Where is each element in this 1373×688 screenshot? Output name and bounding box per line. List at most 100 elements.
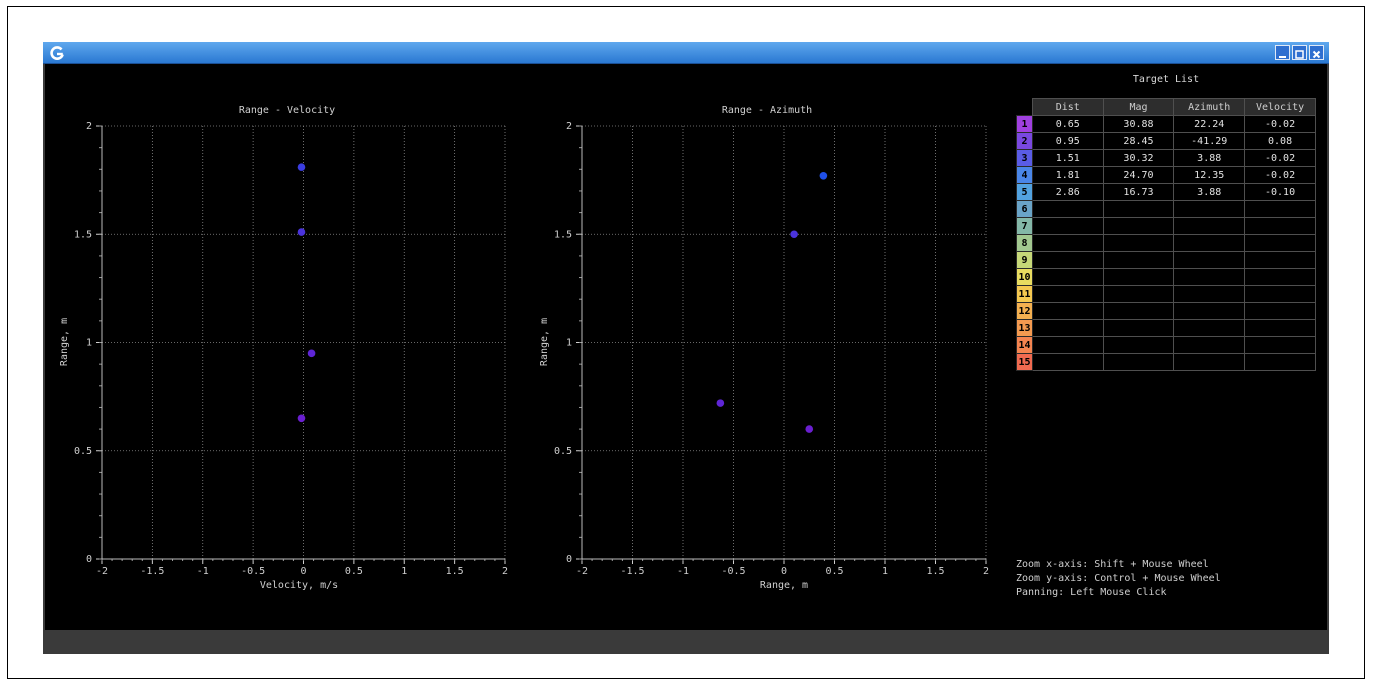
cell-dist xyxy=(1031,268,1104,286)
range-velocity-plot[interactable]: Range - Velocity -2 -1.5 -1 -0.5 0 0.5 1 1.5 2 0 0… xyxy=(59,105,508,591)
cell-mag: 28.45 xyxy=(1102,132,1175,150)
y-tick-label: 0.5 xyxy=(554,446,572,457)
table-row[interactable]: 9 xyxy=(1016,251,1316,269)
cell-azimuth: 22.24 xyxy=(1173,115,1246,133)
cell-velocity: 0.08 xyxy=(1244,132,1316,150)
row-index: 14 xyxy=(1016,336,1033,354)
status-bar xyxy=(43,630,1329,654)
table-row[interactable]: 11 xyxy=(1016,285,1316,303)
column-header-azimuth[interactable]: Azimuth xyxy=(1173,98,1246,116)
cell-velocity xyxy=(1244,302,1316,320)
plot-points xyxy=(297,163,316,423)
table-row[interactable]: 15 xyxy=(1016,353,1316,371)
plot-grid xyxy=(581,125,987,560)
table-row[interactable]: 7 xyxy=(1016,217,1316,235)
cell-mag: 30.32 xyxy=(1102,149,1175,167)
table-row[interactable]: 13 xyxy=(1016,319,1316,337)
cell-azimuth xyxy=(1173,302,1246,320)
y-tick-label: 0 xyxy=(86,554,92,565)
y-tick-label: 0 xyxy=(566,554,572,565)
row-index: 2 xyxy=(1016,132,1033,150)
y-tick-label: 1 xyxy=(566,338,572,349)
cell-azimuth xyxy=(1173,353,1246,371)
x-tick-label: 0 xyxy=(300,566,306,577)
table-row[interactable]: 4 1.81 24.70 12.35 -0.02 xyxy=(1016,166,1316,184)
table-row[interactable]: 5 2.86 16.73 3.88 -0.10 xyxy=(1016,183,1316,201)
cell-dist xyxy=(1031,285,1104,303)
plots-canvas[interactable]: Range - Velocity -2 -1.5 -1 -0.5 0 0.5 1 1.5 2 0 0… xyxy=(45,64,1327,630)
table-row[interactable]: 8 xyxy=(1016,234,1316,252)
x-tick-label: -1.5 xyxy=(620,566,644,577)
column-header-velocity[interactable]: Velocity xyxy=(1244,98,1316,116)
cell-velocity: -0.02 xyxy=(1244,115,1316,133)
help-zoom-x: Zoom x-axis: Shift + Mouse Wheel xyxy=(1016,559,1209,570)
cell-velocity: -0.02 xyxy=(1244,166,1316,184)
row-index: 7 xyxy=(1016,217,1033,235)
y-tick-label: 2 xyxy=(86,121,92,132)
cell-azimuth: 3.88 xyxy=(1173,183,1246,201)
data-point xyxy=(819,171,828,180)
app-logo-icon[interactable] xyxy=(48,44,66,62)
cell-mag xyxy=(1102,353,1175,371)
column-header-mag[interactable]: Mag xyxy=(1102,98,1175,116)
title-bar[interactable] xyxy=(43,42,1329,64)
maximize-icon xyxy=(1293,46,1306,65)
cell-velocity xyxy=(1244,217,1316,235)
cell-dist xyxy=(1031,336,1104,354)
cell-azimuth: 12.35 xyxy=(1173,166,1246,184)
cell-velocity xyxy=(1244,234,1316,252)
cell-dist: 1.81 xyxy=(1031,166,1104,184)
minimize-button[interactable] xyxy=(1275,45,1290,60)
cell-dist xyxy=(1031,319,1104,337)
cell-mag xyxy=(1102,285,1175,303)
table-row[interactable]: 14 xyxy=(1016,336,1316,354)
cell-velocity xyxy=(1244,200,1316,218)
target-list-title: Target List xyxy=(1132,74,1200,85)
help-text: Zoom x-axis: Shift + Mouse Wheel Zoom y-… xyxy=(1016,558,1221,600)
cell-mag: 16.73 xyxy=(1102,183,1175,201)
x-tick-label: -0.5 xyxy=(241,566,265,577)
cell-mag xyxy=(1102,200,1175,218)
x-tick-label: 1.5 xyxy=(446,566,464,577)
plot-points xyxy=(716,171,828,433)
cell-dist xyxy=(1031,234,1104,252)
row-index: 6 xyxy=(1016,200,1033,218)
cell-velocity xyxy=(1244,319,1316,337)
x-tick-label: -2 xyxy=(576,566,588,577)
table-row[interactable]: 1 0.65 30.88 22.24 -0.02 xyxy=(1016,115,1316,133)
plot-axis: -2 -1.5 -1 -0.5 0 0.5 1 1.5 2 0 0.5 1 1.5 2 xyxy=(74,121,508,577)
row-index: 5 xyxy=(1016,183,1033,201)
cell-dist: 2.86 xyxy=(1031,183,1104,201)
table-row[interactable]: 10 xyxy=(1016,268,1316,286)
y-tick-label: 1.5 xyxy=(74,229,92,240)
cell-velocity xyxy=(1244,268,1316,286)
close-button[interactable] xyxy=(1309,45,1324,60)
cell-velocity xyxy=(1244,336,1316,354)
x-tick-label: 2 xyxy=(983,566,989,577)
x-tick-label: -1 xyxy=(197,566,209,577)
range-azimuth-plot[interactable]: Range - Azimuth -2 -1.5 -1 -0.5 0 0.5 1 1.5 2 0 0.… xyxy=(539,105,989,591)
y-axis-label: Range, m xyxy=(539,318,550,366)
table-row[interactable]: 2 0.95 28.45 -41.29 0.08 xyxy=(1016,132,1316,150)
data-point xyxy=(297,163,306,171)
x-tick-label: -1 xyxy=(677,566,689,577)
y-tick-label: 1 xyxy=(86,338,92,349)
y-tick-label: 1.5 xyxy=(554,229,572,240)
row-index: 11 xyxy=(1016,285,1033,303)
plot-axis: -2 -1.5 -1 -0.5 0 0.5 1 1.5 2 0 0.5 1 1.5 2 xyxy=(554,121,989,577)
maximize-button[interactable] xyxy=(1292,45,1307,60)
table-corner xyxy=(1016,98,1033,116)
x-axis-label: Range, m xyxy=(760,580,808,591)
target-table[interactable]: Dist Mag Azimuth Velocity 1 0.65 30.88 22.2… xyxy=(1016,98,1316,371)
cell-dist xyxy=(1031,302,1104,320)
minimize-icon xyxy=(1276,46,1289,65)
table-row[interactable]: 12 xyxy=(1016,302,1316,320)
column-header-dist[interactable]: Dist xyxy=(1031,98,1104,116)
table-row[interactable]: 3 1.51 30.32 3.88 -0.02 xyxy=(1016,149,1316,167)
cell-azimuth: 3.88 xyxy=(1173,149,1246,167)
table-row[interactable]: 6 xyxy=(1016,200,1316,218)
data-point xyxy=(297,414,306,423)
x-tick-label: 0 xyxy=(781,566,787,577)
cell-dist: 1.51 xyxy=(1031,149,1104,167)
y-tick-label: 2 xyxy=(566,121,572,132)
